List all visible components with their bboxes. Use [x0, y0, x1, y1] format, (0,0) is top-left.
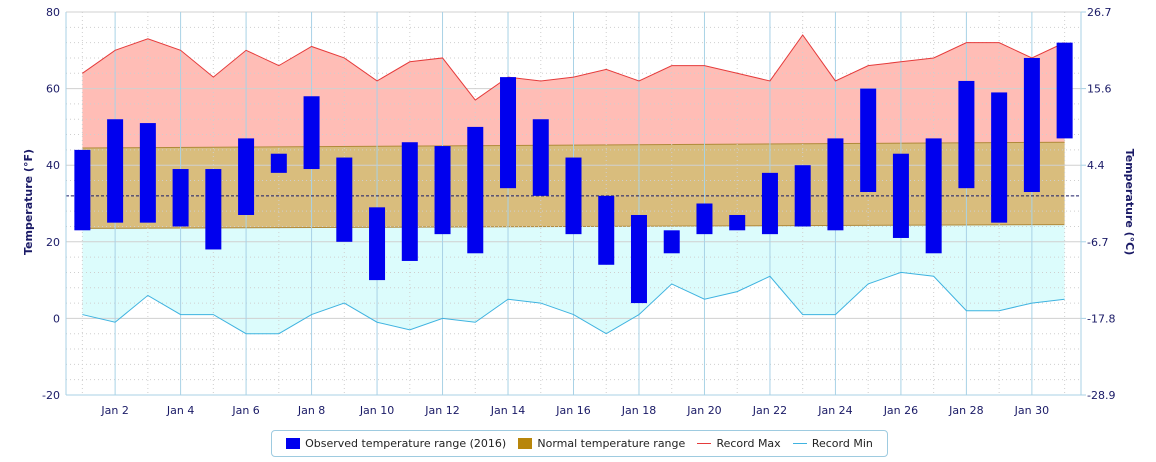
observed-bar — [794, 165, 811, 227]
legend-label-normal: Normal temperature range — [537, 437, 686, 450]
bands-layer — [82, 34, 1065, 334]
x-tick-label: Jan 2 — [100, 404, 128, 417]
x-tick-label: Jan 12 — [424, 404, 459, 417]
y-tick-label-right: -6.7 — [1087, 236, 1108, 249]
y-tick-label-left: 0 — [53, 312, 60, 325]
observed-bar — [598, 195, 615, 265]
observed-bar — [761, 172, 778, 235]
observed-bar — [1056, 42, 1073, 139]
observed-bar — [827, 138, 844, 231]
x-tick-label: Jan 20 — [686, 404, 721, 417]
x-tick-label: Jan 14 — [490, 404, 525, 417]
axes-layer: -20 0 20 40 60 80 -28.9 -17.8 -6.7 4.4 15.6 26.7 Jan… — [42, 6, 1115, 417]
y-tick-label-right: 4.4 — [1087, 159, 1105, 172]
y-tick-label-right: 15.6 — [1087, 83, 1112, 96]
observed-bar — [139, 123, 156, 223]
x-tick-label: Jan 28 — [948, 404, 983, 417]
x-tick-label: Jan 24 — [817, 404, 852, 417]
observed-bar — [369, 207, 386, 281]
observed-bar — [270, 153, 287, 173]
observed-bar — [107, 119, 124, 223]
observed-bar — [303, 96, 320, 170]
observed-bar — [1023, 57, 1040, 193]
observed-bar — [565, 157, 582, 235]
legend-label-observed: Observed temperature range (2016) — [305, 437, 507, 450]
y-tick-label-left: -20 — [42, 389, 60, 402]
observed-bar — [434, 146, 451, 235]
y-axis-right-title: Temperature (°C) — [1123, 149, 1136, 256]
x-tick-label: Jan 26 — [883, 404, 918, 417]
legend-item-record-min[interactable]: Record Min — [792, 437, 873, 450]
observed-bar — [860, 88, 877, 193]
y-tick-label-left: 60 — [46, 83, 60, 96]
observed-bar — [729, 214, 746, 231]
temperature-chart: -20 0 20 40 60 80 -28.9 -17.8 -6.7 4.4 15.6 26.7 Jan… — [22, 6, 1136, 417]
observed-bar — [172, 169, 189, 227]
y-tick-label-right: 26.7 — [1087, 6, 1112, 19]
y-tick-label-left: 20 — [46, 236, 60, 249]
x-tick-label: Jan 22 — [752, 404, 787, 417]
legend: Observed temperature range (2016) Normal… — [271, 430, 888, 457]
x-tick-label: Jan 30 — [1014, 404, 1049, 417]
legend-label-record-max: Record Max — [716, 437, 781, 450]
observed-bar — [238, 138, 255, 215]
x-tick-label: Jan 4 — [166, 404, 194, 417]
legend-item-normal[interactable]: Normal temperature range — [518, 437, 685, 450]
x-tick-label: Jan 8 — [297, 404, 325, 417]
observed-bar — [532, 119, 549, 196]
record-min-line — [82, 271, 1065, 335]
observed-bar — [630, 214, 647, 304]
x-tick-label: Jan 16 — [555, 404, 590, 417]
x-tick-label: Jan 18 — [621, 404, 656, 417]
legend-item-record-max[interactable]: Record Max — [697, 437, 781, 450]
y-axis-left-title: Temperature (°F) — [22, 149, 35, 255]
observed-bar — [958, 80, 975, 189]
legend-swatch-record-min — [792, 443, 807, 444]
observed-bar — [925, 138, 942, 254]
observed-bar — [500, 77, 517, 189]
observed-bar — [892, 153, 909, 238]
x-tick-label: Jan 10 — [359, 404, 394, 417]
y-tick-label-left: 80 — [46, 6, 60, 19]
y-tick-label-left: 40 — [46, 159, 60, 172]
observed-bars-layer — [74, 42, 1073, 304]
observed-bar — [205, 169, 222, 250]
legend-swatch-record-max — [697, 443, 712, 444]
observed-bar — [336, 157, 353, 242]
x-tick-label: Jan 6 — [231, 404, 259, 417]
record-max-line — [82, 34, 1065, 101]
legend-label-record-min: Record Min — [811, 437, 873, 450]
observed-bar — [74, 149, 91, 231]
observed-bar — [401, 142, 418, 261]
y-tick-label-right: -17.8 — [1087, 312, 1115, 325]
legend-swatch-observed — [286, 438, 301, 449]
observed-bar — [663, 230, 680, 254]
observed-bar — [991, 92, 1008, 223]
observed-bar — [696, 203, 713, 235]
y-tick-label-right: -28.9 — [1087, 389, 1115, 402]
observed-bar — [467, 126, 484, 254]
legend-swatch-normal — [518, 438, 533, 449]
legend-item-observed[interactable]: Observed temperature range (2016) — [286, 437, 506, 450]
